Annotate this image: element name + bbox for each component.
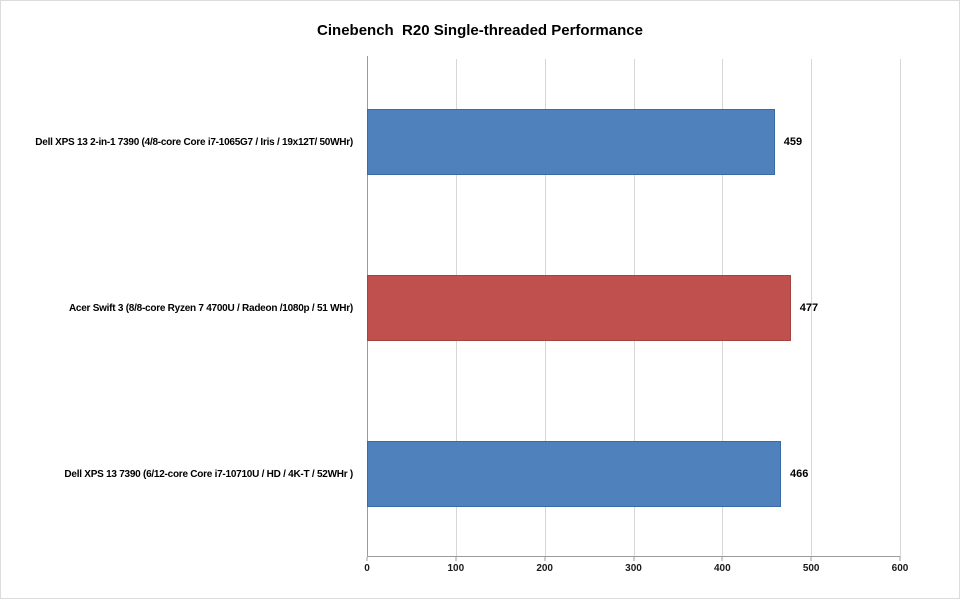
bar-row: 459 — [367, 59, 900, 225]
bar-value-label: 477 — [799, 302, 819, 314]
x-tick-mark — [544, 557, 546, 561]
gridline-500 — [811, 59, 813, 557]
x-tick-mark — [455, 557, 457, 561]
x-tick-label: 200 — [536, 563, 553, 574]
bar — [367, 441, 781, 507]
chart-title: Cinebench R20 Single-threaded Performanc… — [317, 22, 643, 39]
bar-value-label: 466 — [789, 468, 809, 480]
x-tick-mark — [633, 557, 634, 561]
category-label: Dell XPS 13 2-in-1 7390 (4/8-core Core i… — [35, 136, 353, 148]
category-labels: Dell XPS 13 2-in-1 7390 (4/8-core Core i… — [1, 59, 353, 557]
x-tick-label: 300 — [625, 563, 642, 574]
bar-value-label: 459 — [783, 136, 803, 148]
x-tick-label: 500 — [802, 563, 820, 574]
x-axis-line — [367, 556, 900, 557]
x-axis-ticks: 0 100 200 300 400 500 600 — [364, 557, 908, 581]
x-tick-label: 100 — [447, 563, 465, 574]
x-tick-mark — [721, 557, 723, 561]
bar-rows: 459 477 466 — [367, 59, 900, 557]
plot-area: 459 477 466 — [367, 56, 901, 557]
x-tick-mark — [810, 557, 812, 561]
bar-row: 466 — [367, 391, 900, 557]
category-label: Acer Swift 3 (8/8-core Ryzen 7 4700U / R… — [68, 302, 353, 314]
category-label: Dell XPS 13 7390 (6/12-core Core i7-1071… — [64, 468, 353, 480]
bar-row: 477 — [367, 225, 900, 391]
x-tick-label: 0 — [364, 563, 370, 574]
bar — [367, 275, 791, 341]
gridline-600 — [900, 59, 901, 557]
x-tick-label: 400 — [713, 563, 731, 574]
x-tick-label: 600 — [891, 563, 909, 574]
bar — [367, 109, 775, 175]
x-tick-mark — [899, 557, 901, 561]
x-tick-mark — [366, 557, 368, 561]
